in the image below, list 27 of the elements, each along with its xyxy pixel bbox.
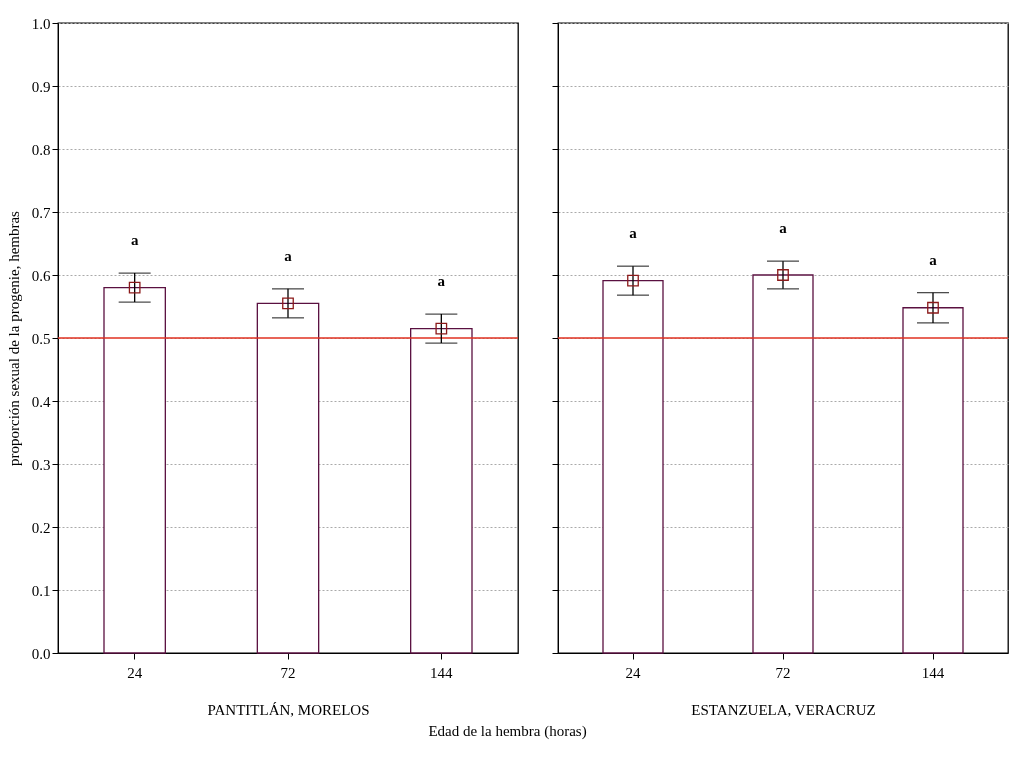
y-tick-label: 0.9 <box>31 78 51 95</box>
y-tick-label: 0.2 <box>31 519 51 536</box>
y-tick-label: 0.8 <box>31 141 51 158</box>
annotation: a <box>437 273 446 290</box>
annotation: a <box>929 251 938 268</box>
y-tick-label: 0.5 <box>31 330 51 347</box>
x-axis-title: PANTITLÁN, MORELOS <box>207 701 370 718</box>
x-axis-title: ESTANZUELA, VERACRUZ <box>691 701 876 718</box>
y-tick-label: 0.3 <box>31 456 51 473</box>
y-tick-label: 0.0 <box>31 645 51 662</box>
x-tick-label: 144 <box>921 664 945 681</box>
y-tick-label: 0.6 <box>31 267 51 284</box>
annotation: a <box>130 232 139 249</box>
y-tick-label: 0.7 <box>31 204 51 221</box>
y-axis-title: proporción sexual de la progenie, hembras <box>5 210 22 466</box>
annotation: a <box>284 247 293 264</box>
x-tick-label: 144 <box>430 664 454 681</box>
x-tick-label: 24 <box>127 664 143 681</box>
y-tick-label: 0.4 <box>31 393 51 410</box>
x-tick-label: 72 <box>775 664 791 681</box>
x-tick-label: 24 <box>625 664 641 681</box>
x-tick-label: 72 <box>280 664 296 681</box>
y-tick-label: 0.1 <box>31 582 51 599</box>
text: Edad de la hembra (horas) <box>428 722 587 740</box>
y-tick-label: 1.0 <box>31 15 51 32</box>
annotation: a <box>629 225 638 242</box>
annotation: a <box>779 220 788 237</box>
